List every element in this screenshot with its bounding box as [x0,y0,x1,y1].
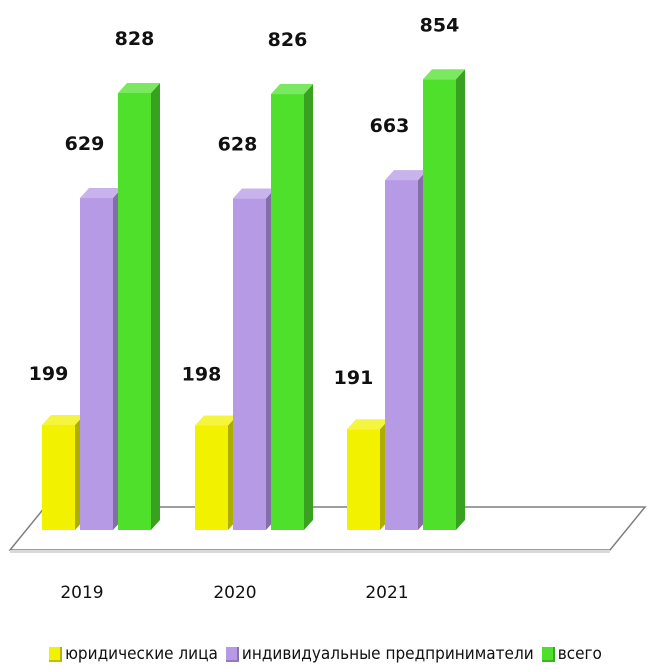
chart-floor-edge [10,550,610,553]
bar-side-2021-всего [456,69,465,531]
legend-label-legal-entities: юридические лица [65,644,218,664]
bar-side-2019-всего [151,83,160,530]
value-label-2020-всего: 826 [268,29,308,51]
bar-2020-всего [271,94,304,531]
legend: юридические лица индивидуальные предприн… [0,640,651,668]
bar-top-2020-всего [271,84,313,95]
bar-top-2019-юридические-лица [42,414,84,425]
value-label-2021-всего: 854 [420,14,460,36]
bar-top-2021-всего [423,69,465,80]
value-label-2020-индивидуальные-предприниматели: 628 [218,134,258,156]
chart-plot: 199 629 828 2019 198 628 826 2020 191 663 854 2021 [8,14,647,603]
bar-2019-юридические-лица [42,424,75,530]
value-label-2021-индивидуальные-предприниматели: 663 [370,115,410,137]
value-label-2021-юридические-лица: 191 [334,367,374,389]
bar-2021-юридические-лица [347,429,380,530]
legend-label-entrepreneurs: индивидуальные предприниматели [241,644,534,664]
bar-2020-индивидуальные-предприниматели [233,198,266,531]
bar-top-2021-юридические-лица [347,419,389,430]
value-label-2020-юридические-лица: 198 [182,364,222,386]
legend-swatch-legal-entities [49,646,63,662]
bar-2019-всего [118,93,151,530]
value-label-2019-юридические-лица: 199 [29,363,69,385]
bar-top-2021-индивидуальные-предприниматели [385,170,427,181]
legend-item-legal-entities: юридические лица [49,644,218,664]
bar-side-2020-всего [304,84,313,531]
legend-swatch-total [541,646,555,662]
legend-swatch-entrepreneurs [225,646,239,662]
bar-2019-индивидуальные-предприниматели [80,198,113,530]
bar-2021-всего [423,79,456,531]
legend-item-total: всего [541,644,602,664]
bar-top-2019-всего [118,83,160,93]
bar-2020-юридические-лица [195,425,228,530]
legend-label-total: всего [557,644,602,664]
x-tick-label-2021: 2021 [365,583,408,603]
legend-item-entrepreneurs: индивидуальные предприниматели [225,644,534,664]
bar-2021-индивидуальные-предприниматели [385,180,418,531]
bar-top-2020-юридические-лица [195,415,237,426]
bar-top-2020-индивидуальные-предприниматели [233,188,275,199]
x-tick-label-2019: 2019 [60,583,103,603]
bar-top-2019-индивидуальные-предприниматели [80,188,122,199]
value-label-2019-всего: 828 [115,28,155,50]
value-label-2019-индивидуальные-предприниматели: 629 [65,133,105,155]
x-tick-label-2020: 2020 [213,583,256,603]
